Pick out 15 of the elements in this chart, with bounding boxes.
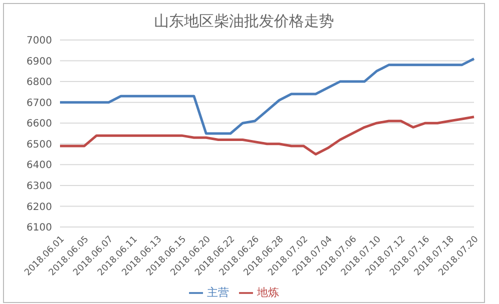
y-tick-label: 6900	[26, 56, 52, 68]
legend-label: 主营	[207, 286, 229, 299]
y-tick-label: 6600	[26, 118, 52, 130]
y-tick-label: 6400	[26, 160, 52, 172]
y-tick-label: 6700	[26, 98, 52, 109]
y-tick-label: 7000	[26, 36, 52, 47]
y-tick-label: 6300	[26, 180, 52, 192]
y-tick-label: 6100	[26, 222, 52, 234]
y-tick-label: 6200	[26, 202, 52, 213]
y-tick-label: 6800	[26, 77, 52, 88]
line-series	[58, 116, 476, 156]
legend-label: 地炼	[257, 286, 279, 299]
y-tick-label: 6500	[26, 139, 52, 150]
line-series	[58, 57, 476, 135]
chart-title: 山东地区柴油批发价格走势	[153, 12, 335, 32]
